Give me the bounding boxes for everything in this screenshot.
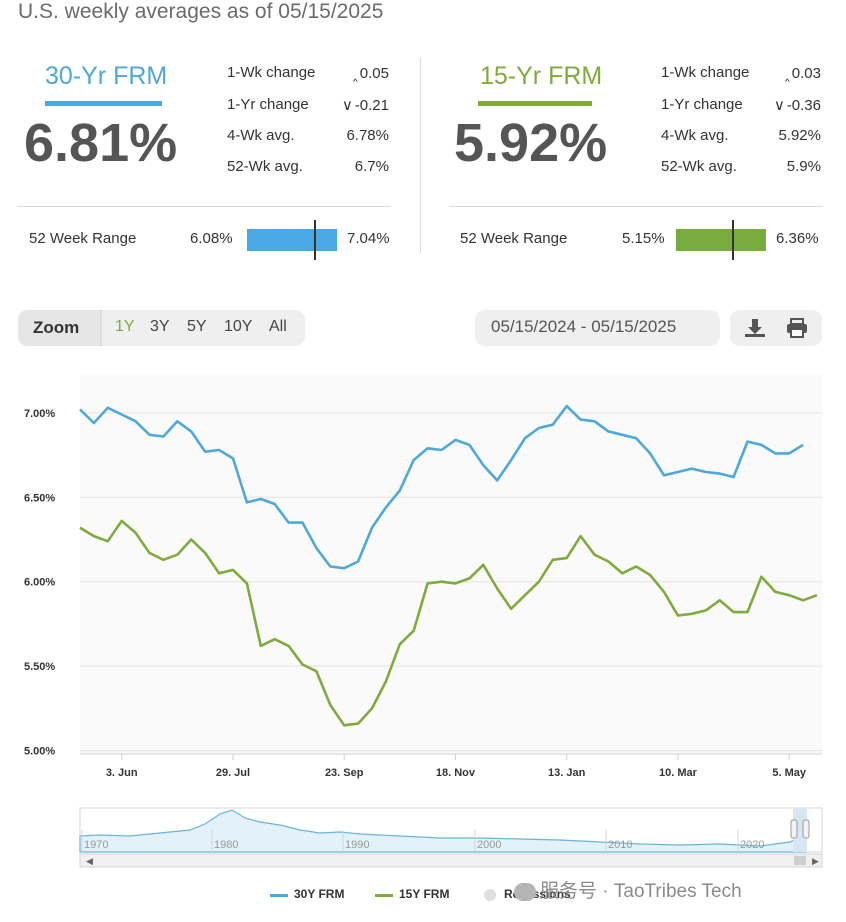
zoom-3y-button[interactable]: 3Y <box>150 318 170 335</box>
x-tick-label: 13. Jan <box>548 767 586 779</box>
range-low-15yr: 5.15% <box>622 230 665 247</box>
range-low-30yr: 6.08% <box>190 230 233 247</box>
range-high-30yr: 7.04% <box>347 230 390 247</box>
range-bar-15yr <box>676 229 766 251</box>
navigator-year-label: 1990 <box>345 839 369 851</box>
date-range-pill[interactable] <box>475 310 720 346</box>
rate-value-30yr: 6.81% <box>24 113 178 173</box>
x-tick-label: 3. Jun <box>106 767 138 779</box>
rate-value-15yr: 5.92% <box>454 113 608 173</box>
navigator-handle-left[interactable] <box>790 819 798 839</box>
stat-label-1yr-15yr: 1-Yr change <box>661 96 743 113</box>
y-tick-label: 7.00% <box>24 408 55 420</box>
navigator-year-label: 1970 <box>84 839 108 851</box>
navigator-handle-right[interactable] <box>802 819 810 839</box>
zoom-label-bg <box>18 310 102 346</box>
navigator-area <box>79 809 807 853</box>
stat-label-4wk-30yr: 4-Wk avg. <box>227 127 295 144</box>
chevron-up-icon: ‸ <box>352 65 358 82</box>
chevron-down-icon: ∨ <box>341 97 353 114</box>
rate-underline-30yr <box>45 101 162 106</box>
navigator-scrollbar[interactable] <box>79 853 823 868</box>
series-line-30y[interactable] <box>79 404 804 570</box>
legend-swatch-recessions <box>484 889 496 901</box>
zoom-1y-button[interactable]: 1Y <box>115 318 135 335</box>
print-icon <box>787 318 807 338</box>
range-bar-30yr <box>247 229 337 251</box>
series-line-15y[interactable] <box>79 519 818 727</box>
card-divider-30yr <box>17 206 391 207</box>
navigator-year-label: 1980 <box>214 839 238 851</box>
legend-swatch-30y <box>270 894 288 897</box>
page-title: U.S. weekly averages as of 05/15/2025 <box>18 0 384 23</box>
stat-label-1yr-30yr: 1-Yr change <box>227 96 309 113</box>
x-tick-label: 29. Jul <box>216 767 250 779</box>
wechat-icon <box>514 882 536 901</box>
range-label-15yr: 52 Week Range <box>460 230 568 247</box>
scrollbar-thumb[interactable] <box>794 856 806 865</box>
chevron-up-icon: ‸ <box>784 65 790 82</box>
navigator-year-label: 2020 <box>740 839 764 851</box>
rate-underline-15yr <box>478 101 592 106</box>
navigator-year-label: 2010 <box>608 839 632 851</box>
card-divider-15yr <box>449 206 823 207</box>
download-icon <box>745 319 765 337</box>
stat-label-1wk-15yr: 1-Wk change <box>661 64 750 81</box>
print-button[interactable] <box>784 316 810 340</box>
y-tick-label: 5.00% <box>24 746 55 758</box>
zoom-5y-button[interactable]: 5Y <box>187 318 207 335</box>
stat-value-4wk-30yr: 6.78% <box>346 127 389 144</box>
stat-value-1wk-15yr: ‸ 0.03 <box>784 65 821 82</box>
y-tick-label: 5.50% <box>24 661 55 673</box>
stat-value-1wk-30yr: ‸ 0.05 <box>352 65 389 82</box>
stat-value-52wk-30yr: 6.7% <box>354 158 389 175</box>
stat-label-1wk-30yr: 1-Wk change <box>227 64 316 81</box>
navigator[interactable]: 1970 1980 1990 2000 2010 2020 ◀ ▶ <box>0 800 846 875</box>
stat-label-4wk-15yr: 4-Wk avg. <box>661 127 729 144</box>
legend-label-15y: 15Y FRM <box>399 887 450 901</box>
x-tick-label: 23. Sep <box>325 767 364 779</box>
plot-background <box>80 374 822 754</box>
download-button[interactable] <box>742 316 768 340</box>
scroll-left-arrow[interactable]: ◀ <box>86 856 93 866</box>
stat-label-52wk-30yr: 52-Wk avg. <box>227 158 303 175</box>
watermark: 服务号 · TaoTribes Tech <box>514 876 742 903</box>
main-chart: 5.00% 5.50% 6.00% 6.50% 7.00% 3. Jun 29. Jul 2… <box>24 374 822 779</box>
range-marker-15yr <box>732 220 735 260</box>
zoom-all-button[interactable]: All <box>269 318 287 335</box>
rate-name-30yr: 30-Yr FRM <box>45 62 168 90</box>
navigator-year-label: 2000 <box>477 839 501 851</box>
chevron-down-icon: ∨ <box>773 97 785 114</box>
y-tick-label: 6.50% <box>24 492 55 504</box>
legend-swatch-15y <box>375 894 393 897</box>
rate-name-15yr: 15-Yr FRM <box>480 62 603 90</box>
x-tick-label: 10. Mar <box>659 767 698 779</box>
range-label-30yr: 52 Week Range <box>29 230 137 247</box>
x-tick-label: 18. Nov <box>436 767 476 779</box>
x-tick-label: 5. May <box>772 767 807 779</box>
stat-value-1yr-15yr: ∨ -0.36 <box>773 97 821 114</box>
stat-value-1yr-30yr: ∨ -0.21 <box>341 97 389 114</box>
stat-label-52wk-15yr: 52-Wk avg. <box>661 158 737 175</box>
stat-value-4wk-15yr: 5.92% <box>778 127 821 144</box>
range-marker-30yr <box>314 220 317 260</box>
date-range-text: 05/15/2024 - 05/15/2025 <box>491 317 677 336</box>
legend-label-30y: 30Y FRM <box>294 887 345 901</box>
y-tick-label: 6.00% <box>24 577 55 589</box>
range-high-15yr: 6.36% <box>776 230 819 247</box>
cards-separator <box>420 58 421 253</box>
scroll-right-arrow[interactable]: ▶ <box>812 856 819 866</box>
navigator-selection[interactable] <box>793 808 807 852</box>
watermark-text: 服务号 · TaoTribes Tech <box>540 881 742 902</box>
zoom-10y-button[interactable]: 10Y <box>224 318 253 335</box>
stat-value-52wk-15yr: 5.9% <box>786 158 821 175</box>
zoom-label: Zoom <box>33 318 80 337</box>
